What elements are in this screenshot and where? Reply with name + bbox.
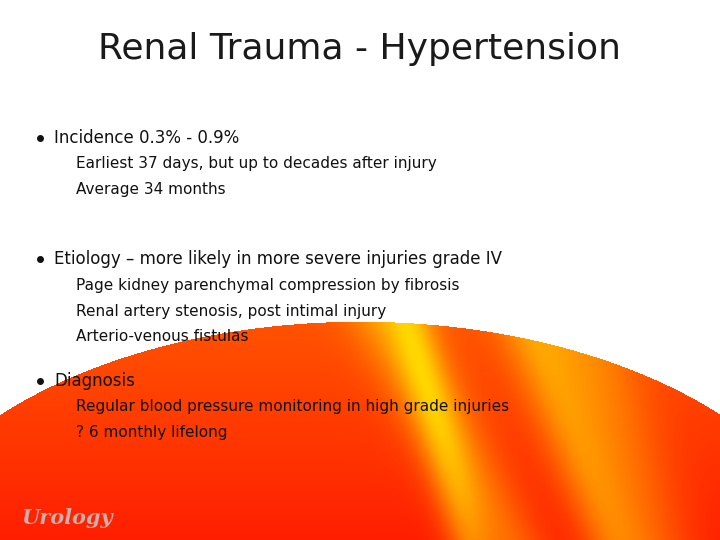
Text: Renal Trauma - Hypertension: Renal Trauma - Hypertension [99, 32, 621, 65]
Text: Average 34 months: Average 34 months [76, 182, 225, 197]
Text: Diagnosis: Diagnosis [54, 372, 135, 390]
Text: Urology: Urology [22, 508, 113, 529]
Text: Page kidney parenchymal compression by fibrosis: Page kidney parenchymal compression by f… [76, 278, 459, 293]
Text: Arterio-venous fistulas: Arterio-venous fistulas [76, 329, 248, 345]
Text: Etiology – more likely in more severe injuries grade IV: Etiology – more likely in more severe in… [54, 250, 502, 268]
Text: ? 6 monthly lifelong: ? 6 monthly lifelong [76, 425, 227, 440]
Text: Regular blood pressure monitoring in high grade injuries: Regular blood pressure monitoring in hig… [76, 399, 509, 414]
Text: Earliest 37 days, but up to decades after injury: Earliest 37 days, but up to decades afte… [76, 156, 436, 171]
Text: Renal artery stenosis, post intimal injury: Renal artery stenosis, post intimal inju… [76, 303, 386, 319]
Text: Incidence 0.3% - 0.9%: Incidence 0.3% - 0.9% [54, 129, 239, 147]
